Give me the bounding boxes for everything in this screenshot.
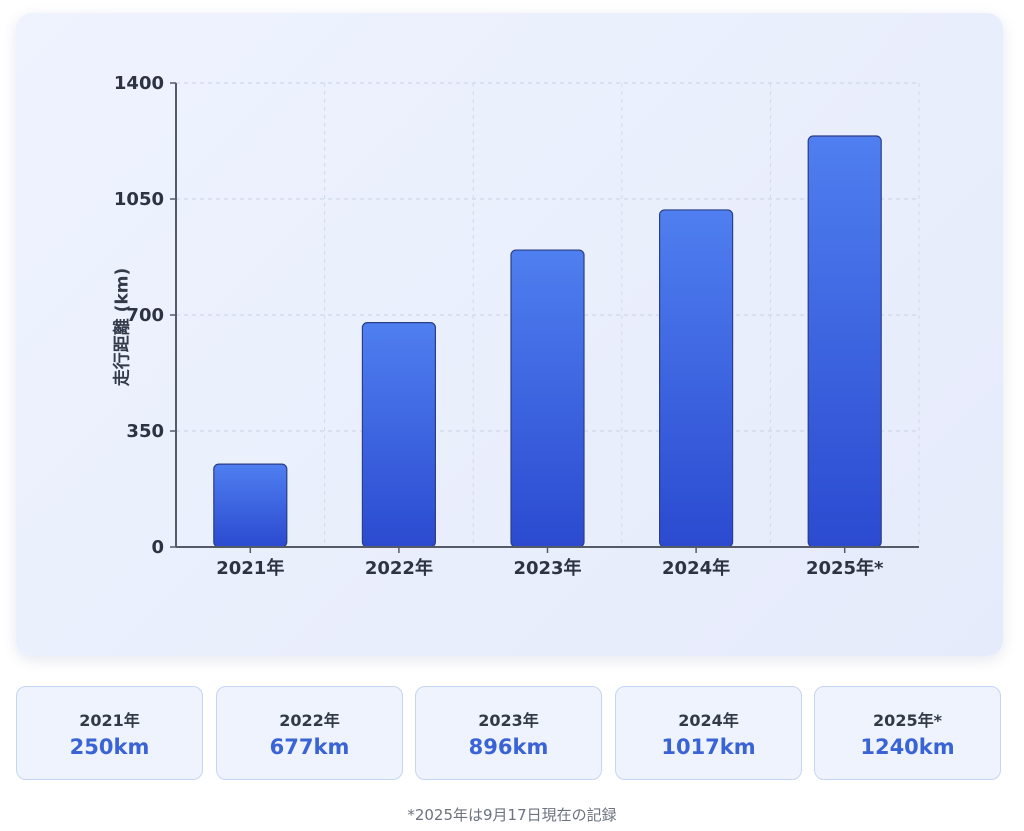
stat-card-2022: 2022年 677km xyxy=(216,686,403,780)
bar xyxy=(510,249,585,548)
stat-value: 1240km xyxy=(860,735,955,759)
y-tick-label: 1400 xyxy=(114,73,164,94)
bar xyxy=(213,463,288,548)
stat-card-2024: 2024年 1017km xyxy=(615,686,802,780)
stats-row: 2021年 250km 2022年 677km 2023年 896km 2024… xyxy=(16,686,1003,782)
y-tick-label: 350 xyxy=(126,421,164,442)
bars xyxy=(213,135,882,548)
stat-year: 2023年 xyxy=(478,711,539,730)
stat-year: 2024年 xyxy=(678,711,739,730)
x-tick-label: 2022年 xyxy=(365,557,433,579)
bar-chart: 0 350 700 1050 1400 2021年 2022年 2023年 2024年 2025年… xyxy=(114,73,920,579)
stat-card-2021: 2021年 250km xyxy=(16,686,203,780)
bar xyxy=(361,322,436,548)
y-tick-label: 700 xyxy=(126,305,164,326)
x-tick-label: 2021年 xyxy=(216,557,284,579)
stat-value: 1017km xyxy=(661,735,756,759)
y-tick-label: 1050 xyxy=(114,189,164,210)
x-tick-label: 2025年* xyxy=(806,557,884,579)
stat-value: 250km xyxy=(69,735,150,759)
bar xyxy=(807,135,882,548)
bar xyxy=(658,209,734,548)
stat-year: 2025年* xyxy=(873,711,942,730)
x-tick-label: 2024年 xyxy=(662,557,730,579)
axes xyxy=(170,82,919,553)
chart-card: 0 350 700 1050 1400 2021年 2022年 2023年 2024年 2025年… xyxy=(16,13,1003,656)
stat-year: 2021年 xyxy=(79,711,140,730)
tick-labels: 0 350 700 1050 1400 2021年 2022年 2023年 2024年 2025年… xyxy=(114,73,884,579)
stat-value: 677km xyxy=(269,735,350,759)
x-tick-label: 2023年 xyxy=(513,557,581,579)
y-axis-label: 走行距離 (km) xyxy=(112,267,133,387)
stat-card-2023: 2023年 896km xyxy=(415,686,602,780)
stat-year: 2022年 xyxy=(279,711,340,730)
stat-value: 896km xyxy=(468,735,549,759)
footnote: *2025年は9月17日現在の記録 xyxy=(407,806,617,824)
stat-card-2025: 2025年* 1240km xyxy=(814,686,1001,780)
y-tick-label: 0 xyxy=(151,537,164,558)
grid xyxy=(176,82,920,547)
